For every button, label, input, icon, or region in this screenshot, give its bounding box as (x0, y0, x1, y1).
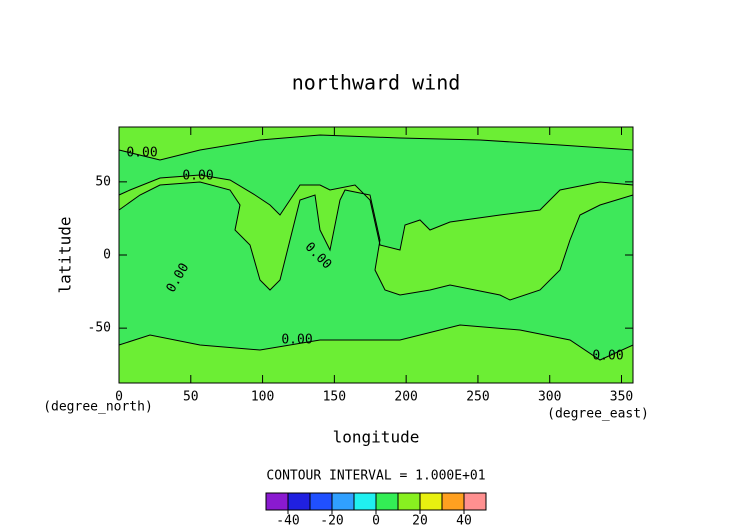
field-region (118, 174, 634, 301)
colorbar-tick-label: -40 (276, 514, 299, 529)
x-tick-label: 100 (251, 390, 274, 405)
colorbar-box (397, 492, 421, 511)
x-axis-label: longitude (333, 428, 420, 447)
colorbar-box (463, 492, 487, 511)
colorbar-tick-label: 20 (412, 514, 428, 529)
x-tick-label: 200 (394, 390, 417, 405)
colorbar-box (287, 492, 311, 511)
colorbar-tick-label: -20 (320, 514, 343, 529)
x-tick-label: 50 (183, 390, 199, 405)
colorbar-tick-label: 0 (372, 514, 380, 529)
y-tick-label: 50 (95, 174, 111, 189)
contour-label: 0.00 (281, 333, 312, 348)
y-unit: (degree_north) (43, 400, 153, 415)
y-tick-label: -50 (88, 321, 111, 336)
interval-note: CONTOUR INTERVAL = 1.000E+01 (266, 469, 485, 484)
colorbar-box (441, 492, 465, 511)
chart-title: northward wind (292, 71, 461, 95)
x-tick-label: 150 (323, 390, 346, 405)
x-tick-label: 350 (610, 390, 633, 405)
y-axis-label: latitude (56, 216, 75, 293)
field (118, 126, 634, 384)
x-unit: (degree_east) (547, 407, 649, 422)
x-tick-label: 300 (538, 390, 561, 405)
contour-label: 0.00 (126, 146, 157, 161)
contour-label: 0.00 (592, 349, 623, 364)
x-tick-label: 250 (466, 390, 489, 405)
contour-label: 0.00 (182, 169, 213, 184)
colorbar-box (309, 492, 333, 511)
colorbar-box (331, 492, 355, 511)
colorbar-tick-label: 40 (456, 514, 472, 529)
colorbar-box (353, 492, 377, 511)
colorbar-box (265, 492, 289, 511)
colorbar-box (375, 492, 399, 511)
y-tick-label: 0 (103, 248, 111, 263)
colorbar-box (419, 492, 443, 511)
x-tick-label: 0 (115, 390, 123, 405)
